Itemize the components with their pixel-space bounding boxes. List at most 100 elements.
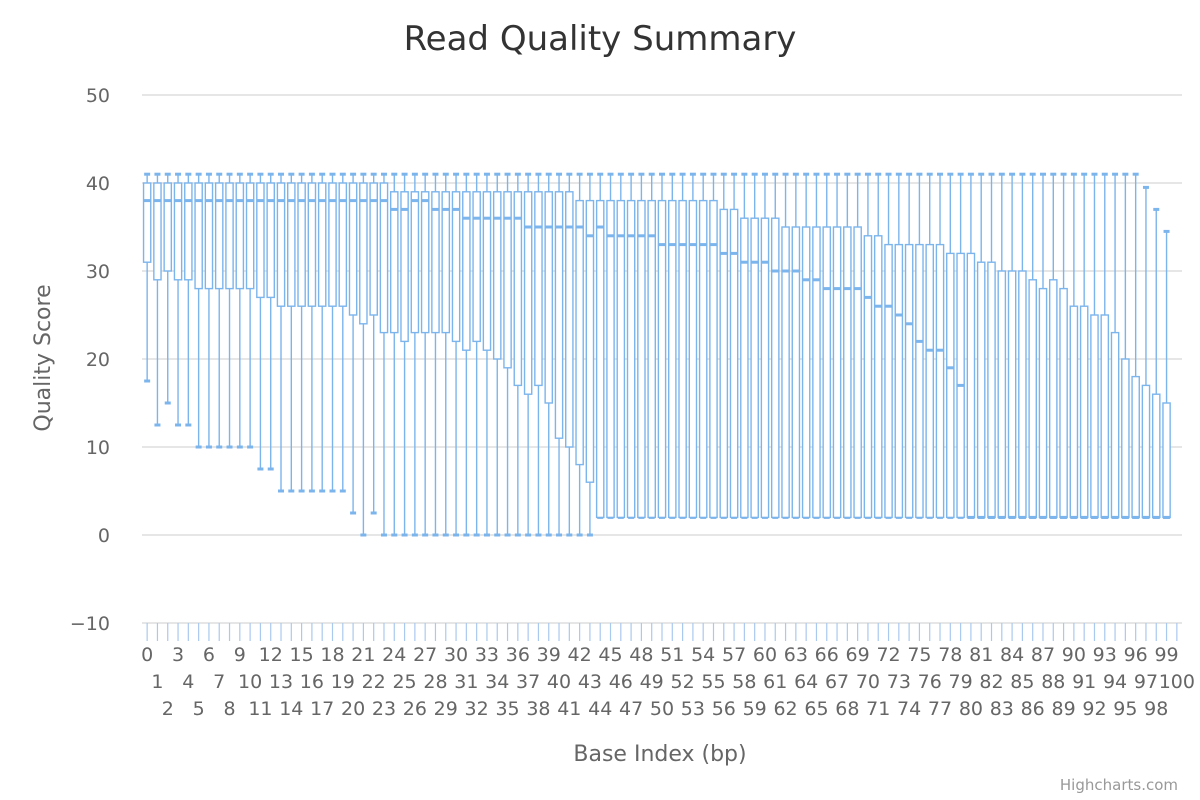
- box-point: [297, 172, 306, 493]
- box-point: [709, 172, 718, 519]
- x-tick-label: 64: [794, 671, 818, 693]
- x-tick-label: 58: [732, 671, 756, 693]
- box-point: [915, 172, 924, 519]
- box-point: [472, 172, 481, 537]
- box-point: [153, 172, 162, 427]
- box-point: [904, 172, 914, 519]
- box-point: [276, 172, 286, 493]
- box-body: [1018, 270, 1027, 519]
- x-tick-label: 31: [454, 671, 478, 693]
- box-body: [935, 243, 945, 519]
- y-axis-ticks: −10 0 10 20 30 40 50: [70, 85, 110, 635]
- box-point: [791, 172, 801, 519]
- box-point: [1151, 207, 1161, 519]
- x-tick-label: 84: [1000, 644, 1024, 666]
- box-body: [657, 199, 667, 519]
- x-tick-label: 77: [928, 698, 952, 720]
- box-body: [1059, 287, 1068, 519]
- box-body: [184, 182, 193, 281]
- x-tick-label: 71: [866, 698, 890, 720]
- x-tick-label: 53: [681, 698, 705, 720]
- box-point: [1018, 172, 1027, 519]
- box-body: [328, 182, 337, 307]
- box-body: [976, 261, 986, 519]
- box-point: [729, 172, 739, 519]
- box-body: [163, 182, 173, 272]
- box-point: [863, 172, 873, 519]
- box-body: [245, 182, 255, 290]
- box-body: [1100, 314, 1110, 519]
- y-axis-title: Quality Score: [31, 284, 56, 431]
- box-point: [194, 172, 203, 449]
- box-body: [142, 182, 152, 263]
- box-point: [637, 172, 646, 519]
- x-tick-label: 43: [578, 671, 602, 693]
- box-body: [595, 199, 605, 519]
- box-point: [338, 172, 348, 493]
- box-body: [925, 243, 935, 519]
- y-tick-label: 50: [86, 85, 110, 107]
- x-tick-label: 81: [969, 644, 993, 666]
- x-tick-label: 34: [485, 671, 509, 693]
- box-body: [431, 191, 440, 334]
- x-tick-label: 13: [269, 671, 293, 693]
- x-axis-title: Base Index (bp): [573, 742, 746, 767]
- box-body: [637, 199, 646, 519]
- box-point: [884, 172, 893, 519]
- x-tick-label: 67: [825, 671, 849, 693]
- x-tick-label: 56: [712, 698, 736, 720]
- box-point: [740, 172, 749, 519]
- box-body: [534, 191, 543, 387]
- x-tick-label: 94: [1103, 671, 1127, 693]
- x-tick-label: 72: [876, 644, 900, 666]
- x-tick-label: 78: [938, 644, 962, 666]
- box-point: [420, 172, 430, 537]
- x-tick-label: 29: [434, 698, 458, 720]
- x-tick-label: 16: [300, 671, 324, 693]
- box-body: [173, 182, 183, 281]
- box-body: [1090, 314, 1099, 519]
- box-point: [492, 172, 502, 537]
- box-body: [153, 182, 162, 281]
- box-body: [946, 252, 955, 519]
- box-point: [410, 172, 420, 537]
- x-tick-label: 86: [1021, 698, 1045, 720]
- x-tick-label: 89: [1051, 698, 1075, 720]
- credits-link[interactable]: Highcharts.com: [1060, 776, 1178, 794]
- box-body: [513, 191, 523, 387]
- box-body: [606, 199, 615, 519]
- box-point: [997, 172, 1007, 519]
- box-point: [946, 172, 955, 519]
- x-tick-label: 95: [1113, 698, 1137, 720]
- box-body: [616, 199, 626, 519]
- box-point: [359, 172, 368, 537]
- box-point: [657, 172, 667, 519]
- box-point: [832, 172, 842, 519]
- x-tick-label: 68: [835, 698, 859, 720]
- x-tick-label: 92: [1082, 698, 1106, 720]
- box-body: [750, 217, 759, 519]
- x-tick-label: 17: [310, 698, 334, 720]
- box-body: [369, 182, 378, 316]
- box-body: [214, 182, 224, 290]
- box-point: [184, 172, 193, 427]
- x-tick-label: 25: [392, 671, 416, 693]
- box-point: [801, 172, 811, 519]
- box-body: [915, 243, 924, 519]
- box-point: [966, 172, 976, 519]
- x-tick-label: 62: [773, 698, 797, 720]
- box-body: [276, 182, 286, 307]
- x-tick-label: 65: [804, 698, 828, 720]
- box-point: [760, 172, 770, 519]
- box-body: [235, 182, 245, 290]
- box-point: [935, 172, 945, 519]
- x-tick-label: 45: [598, 644, 622, 666]
- box-point: [575, 172, 584, 537]
- box-body: [688, 199, 698, 519]
- x-tick-label: 37: [516, 671, 540, 693]
- x-tick-label: 75: [907, 644, 931, 666]
- box-point: [956, 172, 965, 519]
- box-point: [328, 172, 337, 493]
- box-point: [812, 172, 821, 519]
- box-point: [1131, 172, 1140, 519]
